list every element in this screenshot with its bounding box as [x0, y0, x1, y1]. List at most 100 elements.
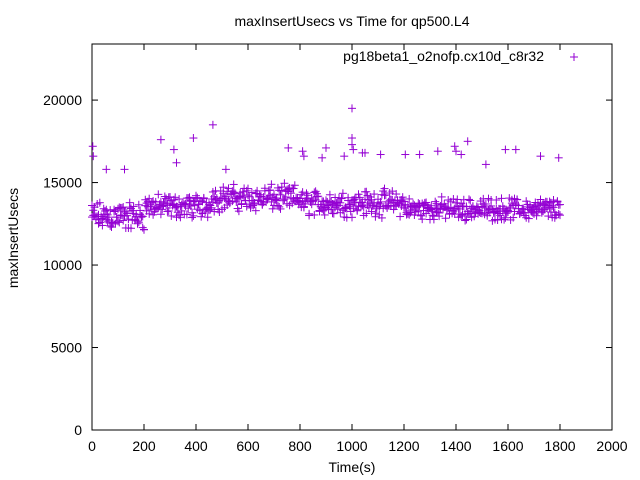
data-point — [549, 196, 558, 205]
data-point — [188, 213, 197, 222]
data-point-outlier — [401, 150, 410, 159]
data-point-outlier — [189, 134, 198, 143]
data-point — [520, 208, 529, 217]
data-point — [353, 206, 362, 215]
data-point — [127, 224, 135, 233]
data-point-outlier — [102, 165, 111, 174]
data-point-outlier — [376, 150, 385, 159]
y-tick-label: 10000 — [43, 257, 82, 273]
y-axis-label: maxInsertUsecs — [5, 188, 21, 288]
x-tick-label: 600 — [236, 438, 260, 454]
data-point — [367, 207, 376, 216]
data-point — [133, 219, 142, 228]
data-point — [380, 184, 389, 193]
data-point — [138, 223, 147, 232]
data-point-outlier — [463, 137, 472, 146]
data-point — [189, 211, 198, 220]
data-point — [370, 190, 379, 199]
data-point-outlier — [554, 153, 563, 162]
y-tick-label: 0 — [74, 422, 82, 438]
data-point — [280, 179, 289, 188]
data-point — [145, 209, 154, 218]
data-point — [418, 215, 427, 224]
data-point — [368, 201, 377, 210]
data-point — [229, 188, 238, 197]
x-tick-label: 1400 — [440, 438, 471, 454]
data-point — [416, 211, 425, 220]
data-point — [129, 202, 138, 211]
data-point — [95, 198, 104, 207]
data-point — [554, 210, 563, 219]
data-point — [267, 180, 276, 189]
data-point — [258, 199, 267, 208]
data-point — [377, 213, 386, 222]
data-point-outlier — [348, 104, 356, 113]
legend: pg18beta1_o2nofp.cx10d_c8r32 — [343, 48, 578, 64]
data-point — [203, 213, 212, 222]
data-point — [107, 218, 116, 227]
data-point-outlier — [361, 148, 369, 157]
data-point — [556, 211, 564, 220]
data-point-outlier — [208, 120, 217, 129]
data-point — [348, 213, 356, 222]
data-point-outlier — [299, 152, 308, 161]
data-point — [238, 187, 247, 196]
data-point — [134, 200, 143, 209]
x-tick-label: 2000 — [596, 438, 627, 454]
x-tick-label: 1800 — [544, 438, 575, 454]
data-point — [158, 205, 167, 214]
data-point — [275, 202, 284, 211]
data-point — [427, 205, 436, 214]
data-point — [305, 211, 314, 220]
x-tick-label: 1600 — [492, 438, 523, 454]
data-point — [325, 190, 334, 199]
data-point — [171, 193, 180, 202]
data-point-outlier — [156, 135, 165, 144]
data-point — [545, 197, 554, 206]
data-point — [199, 194, 208, 203]
data-point — [489, 208, 498, 217]
data-point — [94, 219, 103, 228]
legend-marker-series-1 — [570, 53, 578, 61]
data-point — [290, 181, 299, 190]
data-point-outlier — [457, 150, 466, 159]
data-point — [247, 188, 256, 197]
data-point — [119, 216, 128, 225]
data-point — [322, 196, 330, 205]
chart-title: maxInsertUsecs vs Time for qp500.L4 — [235, 13, 470, 29]
data-point — [396, 212, 405, 221]
data-point — [338, 189, 347, 198]
data-point-outlier — [284, 143, 293, 152]
data-point-outlier — [452, 147, 460, 156]
data-point — [266, 186, 275, 195]
data-point — [496, 211, 505, 220]
data-point — [298, 188, 307, 197]
data-point — [336, 198, 345, 207]
data-point — [245, 192, 254, 201]
data-point-outlier — [318, 153, 327, 162]
data-point — [441, 214, 450, 223]
data-point — [234, 207, 243, 216]
data-point — [276, 204, 285, 213]
data-point-outlier — [298, 147, 307, 156]
data-point — [140, 225, 148, 234]
data-point — [154, 190, 163, 199]
data-point — [522, 197, 531, 206]
data-point-outlier — [501, 145, 510, 154]
data-point-outlier — [433, 147, 442, 156]
data-point — [405, 194, 414, 203]
data-point — [389, 205, 398, 214]
data-point — [481, 199, 490, 208]
data-point-outlier — [348, 140, 356, 149]
data-point — [167, 211, 176, 220]
data-point-outlier — [221, 165, 230, 174]
x-tick-label: 200 — [132, 438, 156, 454]
data-point-outlier — [89, 152, 98, 161]
data-point — [544, 212, 553, 221]
data-point — [359, 202, 368, 211]
x-tick-label: 400 — [184, 438, 208, 454]
data-point — [110, 205, 119, 214]
data-point — [98, 221, 107, 230]
